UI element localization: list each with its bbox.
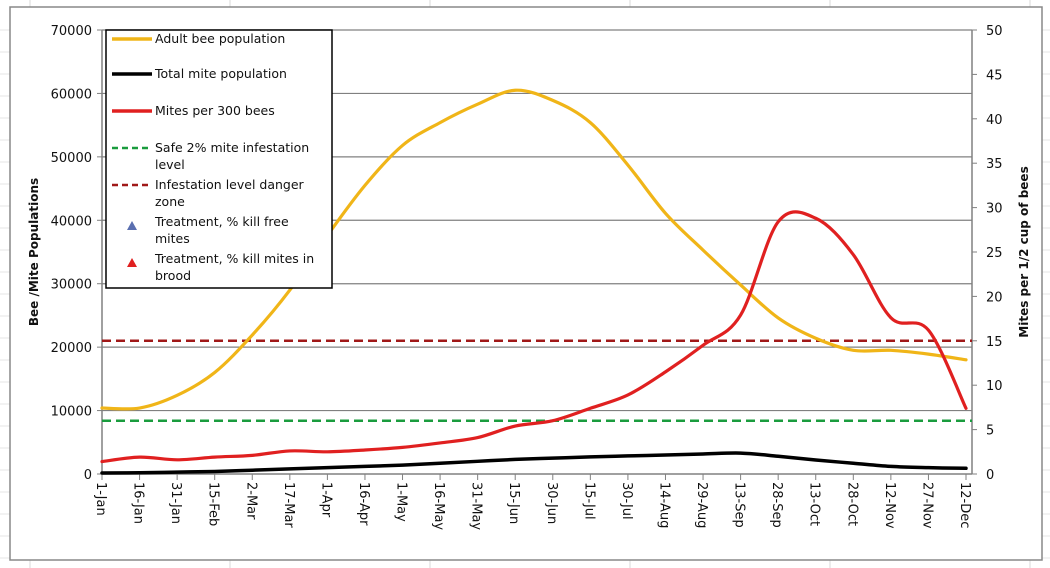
y2-tick-label: 35: [986, 157, 1003, 172]
legend-label: Total mite population: [154, 66, 287, 81]
x-tick-label: 12-Nov: [882, 482, 897, 529]
legend-item: Total mite population: [112, 66, 287, 81]
axes: [97, 29, 977, 480]
x-tick-label: 13-Oct: [807, 482, 822, 526]
triangle-marker-icon: [127, 221, 137, 230]
series-layer: [100, 88, 972, 475]
y-tick-label: 30000: [51, 278, 92, 293]
mites-per-300-bees-line: [100, 210, 968, 464]
legend-item: Treatment, % kill free mites: [127, 214, 289, 246]
y-axis-title: Bee /Mite Populations: [27, 178, 41, 326]
x-tick-label: 15-Jun: [506, 482, 521, 524]
legend-item: Safe 2% mite infestation level: [112, 140, 309, 172]
adult-bee-population-line: [100, 88, 968, 411]
y2-tick-label: 25: [986, 246, 1003, 261]
legend-item: Mites per 300 bees: [112, 103, 275, 118]
x-tick-label: 28-Oct: [844, 482, 859, 526]
x-tick-label: 30-Jun: [544, 482, 559, 524]
y-tick-label: 70000: [51, 24, 92, 39]
legend-label: Treatment, % kill free mites: [154, 214, 289, 246]
x-tick-label: 28-Sep: [769, 482, 784, 528]
legend-label: Treatment, % kill mites in brood: [154, 251, 314, 283]
y2-tick-label: 15: [986, 335, 1003, 350]
y2-tick-label: 40: [986, 113, 1003, 128]
y-tick-label: 40000: [51, 214, 92, 229]
x-tick-label: 16-Jan: [131, 482, 146, 524]
y2-tick-label: 30: [986, 202, 1003, 217]
x-tick-label: 2-Mar: [243, 482, 258, 520]
x-tick-label: 16-May: [431, 482, 446, 530]
x-tick-label: 31-Jan: [168, 482, 183, 524]
y2-tick-label: 5: [986, 424, 994, 439]
x-tick-label: 27-Nov: [919, 482, 934, 529]
x-tick-label: 29-Aug: [694, 482, 709, 528]
x-tick-label: 30-Jul: [619, 482, 634, 520]
y-tick-label: 20000: [51, 341, 92, 356]
legend: Adult bee population Total mite populatio…: [105, 29, 333, 289]
tick-labels: 0 10000 20000 30000 40000 50000 60000 70000 0 5 10…: [51, 24, 1003, 530]
y-tick-label: 50000: [51, 151, 92, 166]
legend-label: Infestation level danger zone: [155, 177, 305, 209]
x-tick-label: 15-Feb: [206, 482, 221, 526]
y2-tick-label: 10: [986, 379, 1003, 394]
x-tick-label: 14-Aug: [656, 482, 671, 528]
y2-axis-title: Mites per 1/2 cup of bees: [1017, 166, 1031, 337]
legend-item: Treatment, % kill mites in brood: [127, 251, 314, 283]
x-tick-label: 1-Apr: [318, 482, 333, 518]
y-tick-label: 10000: [51, 405, 92, 420]
x-tick-label: 16-Apr: [356, 482, 371, 526]
triangle-marker-icon: [127, 258, 137, 267]
x-tick-label: 1-May: [394, 482, 409, 522]
x-tick-label: 17-Mar: [281, 482, 296, 528]
x-tick-label: 13-Sep: [732, 482, 747, 528]
legend-label: Mites per 300 bees: [155, 103, 275, 118]
y-tick-label: 0: [84, 468, 92, 483]
y2-tick-label: 45: [986, 68, 1003, 83]
x-tick-label: 15-Jul: [581, 482, 596, 520]
y2-tick-label: 0: [986, 468, 994, 483]
y-tick-label: 60000: [51, 87, 92, 102]
x-tick-label: 1-Jan: [93, 482, 108, 516]
y2-tick-label: 20: [986, 290, 1003, 305]
total-mite-population-line: [100, 451, 968, 475]
legend-label: Safe 2% mite infestation level: [155, 140, 309, 172]
legend-item: Infestation level danger zone: [112, 177, 305, 209]
y2-tick-label: 50: [986, 24, 1003, 39]
x-tick-label: 31-May: [469, 482, 484, 530]
legend-label: Adult bee population: [155, 31, 285, 46]
legend-item: Adult bee population: [112, 31, 285, 46]
x-tick-label: 12-Dec: [957, 482, 972, 528]
